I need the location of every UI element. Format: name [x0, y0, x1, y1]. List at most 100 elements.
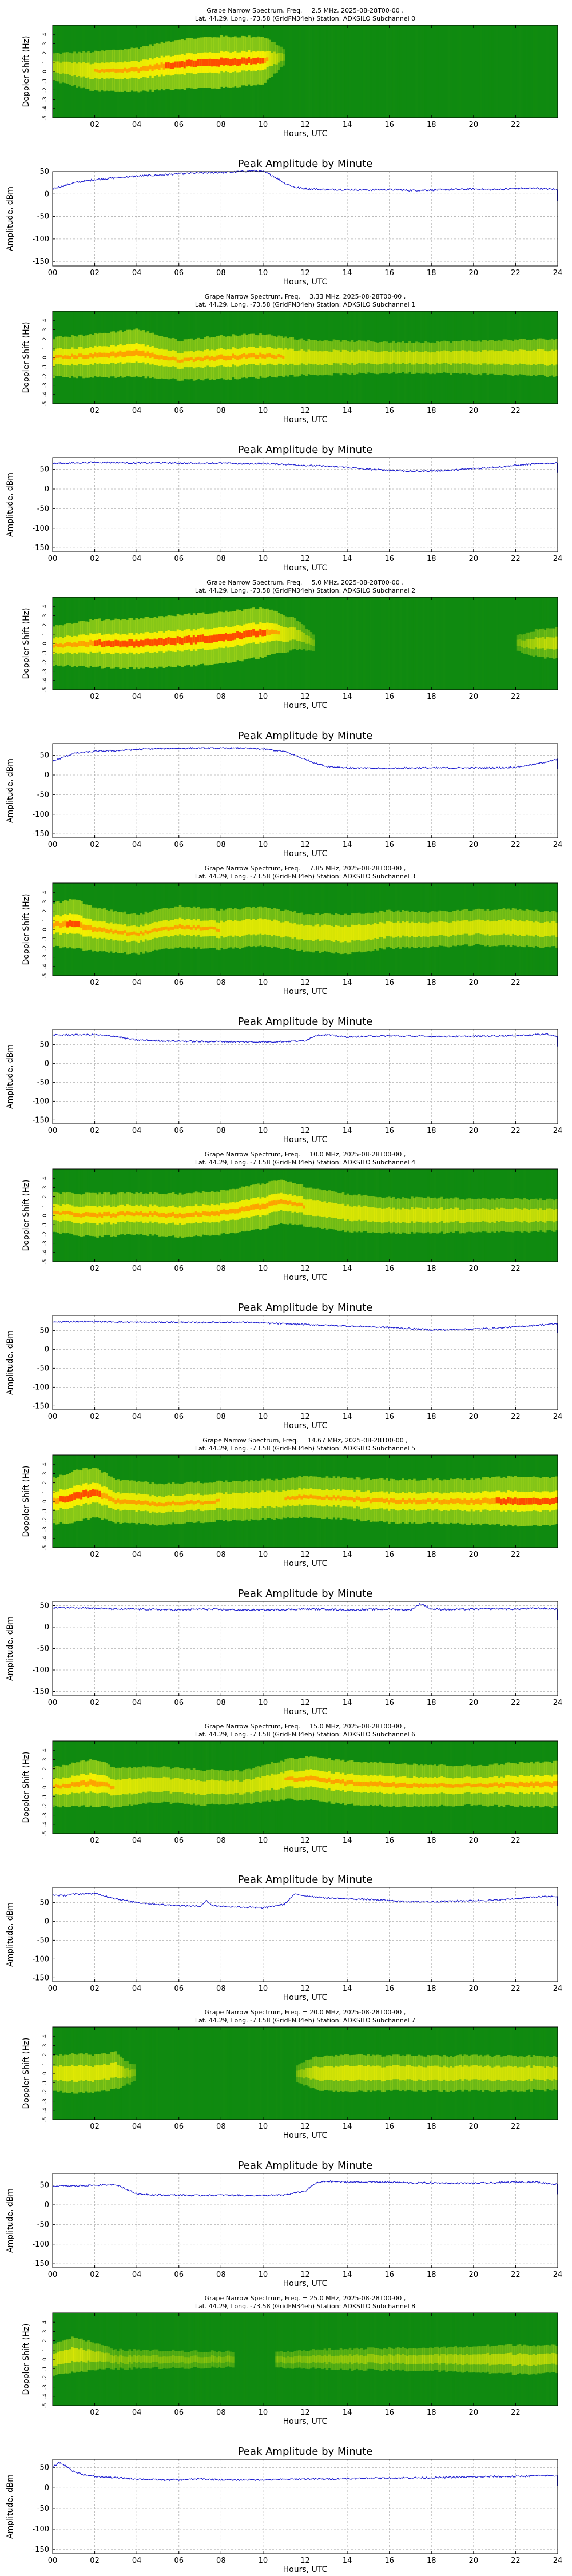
signal-core: [296, 1496, 299, 1500]
signal-core: [168, 637, 170, 644]
signal-core: [388, 1500, 391, 1504]
signal-core: [66, 1496, 69, 1502]
signal-band: [55, 2066, 58, 2080]
y-tick-label: 4: [42, 1748, 48, 1752]
signal-core: [73, 921, 76, 927]
signal-core: [71, 354, 74, 357]
signal-band: [223, 922, 225, 937]
signal-core: [130, 67, 133, 71]
signal-core: [204, 59, 207, 66]
signal-band: [379, 1208, 382, 1222]
x-tick-label: 24: [553, 1413, 563, 1421]
signal-core: [57, 921, 60, 926]
signal-band: [496, 351, 499, 365]
signal-core: [147, 638, 150, 645]
signal-band: [310, 638, 313, 645]
y-axis-label: Doppler Shift (Hz): [22, 1180, 31, 1251]
signal-core: [291, 1202, 294, 1206]
signal-band: [484, 350, 487, 363]
signal-band: [491, 921, 494, 935]
signal-core: [333, 1780, 336, 1784]
y-tick-label: -5: [42, 973, 48, 979]
signal-band: [431, 352, 434, 364]
x-tick-label: 14: [343, 1836, 352, 1845]
signal-core: [57, 1211, 60, 1214]
signal-core: [57, 1785, 60, 1788]
signal-core: [466, 1500, 468, 1505]
signal-band: [312, 926, 315, 941]
noise-column: [436, 597, 439, 690]
signal-core: [114, 353, 117, 358]
signal-band: [252, 919, 255, 934]
x-tick-label: 02: [90, 1836, 100, 1845]
x-tick-label: 20: [469, 269, 479, 277]
y-tick-label: -150: [32, 1974, 49, 1982]
signal-core: [347, 1497, 349, 1500]
signal-band: [289, 349, 292, 364]
x-tick-label: 02: [90, 1413, 100, 1421]
noise-column: [427, 597, 430, 690]
y-tick-label: -100: [32, 1097, 49, 1106]
signal-core: [248, 630, 251, 637]
signal-core: [227, 58, 230, 65]
x-tick-label: 04: [132, 1985, 142, 1993]
spectrogram-image: [53, 1169, 558, 1262]
noise-column: [415, 597, 418, 690]
spectrogram-panel: Grape Narrow Spectrum, Freq. = 3.33 MHz,…: [22, 293, 558, 424]
noise-column: [353, 597, 356, 690]
x-tick-label: 08: [216, 269, 226, 277]
signal-core: [62, 644, 65, 647]
signal-band: [321, 1202, 324, 1217]
signal-core: [82, 355, 85, 359]
y-tick-label: -150: [32, 257, 49, 266]
signal-band: [456, 1208, 459, 1221]
signal-band: [73, 62, 76, 75]
signal-band: [271, 53, 273, 66]
y-tick-label: 3: [42, 614, 48, 618]
signal-band: [85, 63, 88, 78]
signal-core: [96, 1490, 99, 1496]
signal-band: [484, 921, 487, 936]
signal-band: [319, 927, 322, 941]
signal-core: [197, 357, 200, 360]
noise-column: [388, 597, 391, 690]
signal-core: [216, 634, 219, 642]
signal-band: [530, 639, 533, 649]
signal-core: [544, 1498, 547, 1504]
signal-core: [87, 1212, 90, 1216]
signal-core: [296, 1778, 299, 1782]
signal-core: [202, 927, 205, 930]
signal-core: [135, 639, 138, 646]
signal-core: [206, 1501, 209, 1504]
signal-core: [379, 1781, 382, 1785]
signal-band: [266, 1775, 269, 1790]
signal-core: [436, 1498, 439, 1502]
signal-core: [152, 1213, 154, 1217]
signal-band: [404, 922, 407, 936]
signal-core: [204, 356, 207, 360]
signal-band: [388, 1207, 391, 1221]
signal-core: [197, 1212, 200, 1216]
signal-core: [494, 1498, 496, 1504]
signal-band: [523, 1208, 526, 1221]
signal-core: [105, 641, 108, 646]
y-tick-label: -50: [37, 504, 49, 513]
x-tick-label: 10: [259, 1265, 268, 1273]
signal-core: [271, 1201, 273, 1206]
signal-core: [85, 925, 88, 930]
y-tick-label: 4: [42, 605, 48, 608]
y-tick-label: -150: [32, 1402, 49, 1410]
signal-core: [124, 1499, 126, 1503]
signal-band: [289, 627, 292, 640]
signal-core: [466, 1783, 468, 1786]
signal-core: [117, 640, 120, 646]
signal-core: [184, 1501, 186, 1505]
signal-core: [188, 1501, 191, 1504]
signal-core: [282, 1200, 285, 1204]
signal-band: [296, 924, 299, 939]
signal-core: [523, 1498, 526, 1505]
noise-column: [331, 597, 333, 690]
signal-core: [220, 634, 223, 641]
signal-band: [271, 921, 273, 936]
signal-core: [424, 1500, 427, 1504]
